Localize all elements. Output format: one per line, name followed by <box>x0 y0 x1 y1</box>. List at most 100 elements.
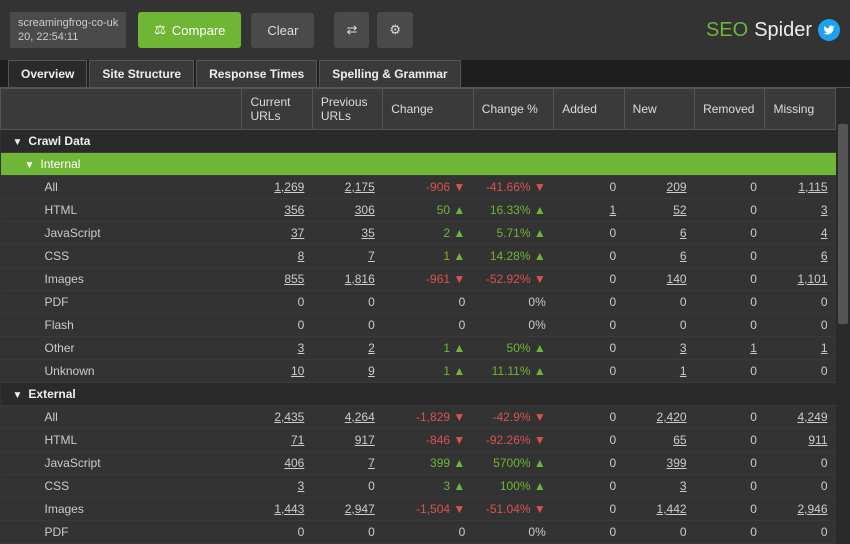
cell-value[interactable]: 4,249 <box>797 410 827 424</box>
cell-value[interactable]: 855 <box>284 272 304 286</box>
change-value: -51.04% ▼ <box>486 502 546 516</box>
cell-value: 0 <box>750 479 757 493</box>
cell-value[interactable]: 7 <box>368 456 375 470</box>
change-value: -961 ▼ <box>426 272 465 286</box>
col-previous[interactable]: Previous URLs <box>312 89 382 130</box>
cell-value[interactable]: 1,101 <box>797 272 827 286</box>
col-added[interactable]: Added <box>554 89 624 130</box>
change-value: 1 ▲ <box>443 364 465 378</box>
cell-value[interactable]: 306 <box>355 203 375 217</box>
cell-value: 0 <box>680 295 687 309</box>
settings-button[interactable]: ⚙ <box>377 12 413 48</box>
col-change[interactable]: Change <box>383 89 474 130</box>
row-label[interactable]: PDF <box>1 291 242 314</box>
col-changepct[interactable]: Change % <box>473 89 553 130</box>
row-label[interactable]: Flash <box>1 314 242 337</box>
cell-value[interactable]: 2 <box>368 341 375 355</box>
cell-value[interactable]: 35 <box>361 226 374 240</box>
col-label[interactable] <box>1 89 242 130</box>
cell-value[interactable]: 10 <box>291 364 304 378</box>
scrollbar-thumb[interactable] <box>838 124 848 324</box>
cell-value[interactable]: 2,175 <box>345 180 375 194</box>
cell-value[interactable]: 1,816 <box>345 272 375 286</box>
cell-value[interactable]: 406 <box>284 456 304 470</box>
row-label[interactable]: HTML <box>1 199 242 222</box>
cell-value: 0 <box>298 525 305 539</box>
col-removed[interactable]: Removed <box>695 89 765 130</box>
tab-response-times[interactable]: Response Times <box>196 60 317 87</box>
col-new[interactable]: New <box>624 89 694 130</box>
cell-value[interactable]: 399 <box>667 456 687 470</box>
cell-value[interactable]: 2,947 <box>345 502 375 516</box>
cell-value[interactable]: 8 <box>298 249 305 263</box>
cell-value[interactable]: 6 <box>680 249 687 263</box>
cell-value[interactable]: 2,435 <box>274 410 304 424</box>
row-label[interactable]: JavaScript <box>1 452 242 475</box>
row-label[interactable]: JavaScript <box>1 222 242 245</box>
cell-value[interactable]: 209 <box>667 180 687 194</box>
cell-value[interactable]: 1 <box>750 341 757 355</box>
cell-value[interactable]: 7 <box>368 249 375 263</box>
change-value: 14.28% ▲ <box>490 249 546 263</box>
cell-value[interactable]: 65 <box>673 433 686 447</box>
gear-icon: ⚙ <box>389 22 401 38</box>
cell-value[interactable]: 1 <box>609 203 616 217</box>
crawl-time: 20, 22:54:11 <box>18 30 118 44</box>
row-label[interactable]: Images <box>1 268 242 291</box>
cell-value[interactable]: 917 <box>355 433 375 447</box>
cell-value[interactable]: 9 <box>368 364 375 378</box>
scrollbar[interactable] <box>836 88 850 544</box>
cell-value[interactable]: 356 <box>284 203 304 217</box>
clear-button[interactable]: Clear <box>251 13 314 48</box>
row-label[interactable]: CSS <box>1 475 242 498</box>
tab-site-structure[interactable]: Site Structure <box>89 60 194 87</box>
row-label[interactable]: PDF <box>1 521 242 544</box>
cell-value[interactable]: 1,115 <box>798 180 827 194</box>
cell-value[interactable]: 71 <box>291 433 304 447</box>
cell-value[interactable]: 2,946 <box>797 502 827 516</box>
cell-value[interactable]: 1,442 <box>657 502 687 516</box>
table-row: Images1,4432,947-1,504 ▼-51.04% ▼01,4420… <box>1 498 836 521</box>
table-row: PDF0000%0000 <box>1 291 836 314</box>
table-row: All1,2692,175-906 ▼-41.66% ▼020901,115 <box>1 176 836 199</box>
cell-value[interactable]: 1 <box>821 341 828 355</box>
tab-spelling-grammar[interactable]: Spelling & Grammar <box>319 60 460 87</box>
compare-button[interactable]: ⚖ Compare <box>138 12 241 48</box>
cell-value[interactable]: 1 <box>680 364 687 378</box>
change-value: 1 ▲ <box>443 341 465 355</box>
cell-value[interactable]: 3 <box>821 203 828 217</box>
row-label[interactable]: CSS <box>1 245 242 268</box>
cell-value[interactable]: 140 <box>667 272 687 286</box>
brand-seo: SEO <box>706 19 748 42</box>
cell-value[interactable]: 2,420 <box>657 410 687 424</box>
cell-value[interactable]: 911 <box>808 433 827 447</box>
change-value: -906 ▼ <box>426 180 465 194</box>
row-label[interactable]: Unknown <box>1 360 242 383</box>
cell-value[interactable]: 4,264 <box>345 410 375 424</box>
row-label[interactable]: HTML <box>1 429 242 452</box>
cell-value[interactable]: 3 <box>680 479 687 493</box>
cell-value[interactable]: 37 <box>291 226 304 240</box>
cell-value[interactable]: 6 <box>680 226 687 240</box>
clear-label: Clear <box>267 23 298 38</box>
cell-value[interactable]: 3 <box>298 479 305 493</box>
crawl-info-chip[interactable]: screamingfrog-co-uk 20, 22:54:11 <box>10 12 126 49</box>
row-label[interactable]: Other <box>1 337 242 360</box>
cell-value[interactable]: 1,269 <box>274 180 304 194</box>
twitter-icon[interactable] <box>818 19 840 41</box>
swap-button[interactable]: ⇄ <box>334 12 369 48</box>
row-label[interactable]: All <box>1 176 242 199</box>
cell-value[interactable]: 3 <box>298 341 305 355</box>
cell-value[interactable]: 3 <box>680 341 687 355</box>
cell-value[interactable]: 4 <box>821 226 828 240</box>
row-label[interactable]: All <box>1 406 242 429</box>
tab-overview[interactable]: Overview <box>8 60 87 87</box>
col-current[interactable]: Current URLs <box>242 89 312 130</box>
row-label[interactable]: Images <box>1 498 242 521</box>
cell-value[interactable]: 6 <box>821 249 828 263</box>
col-missing[interactable]: Missing <box>765 89 836 130</box>
cell-value[interactable]: 52 <box>673 203 686 217</box>
cell-value: 0 <box>609 433 616 447</box>
change-value: 5.71% ▲ <box>497 226 546 240</box>
cell-value[interactable]: 1,443 <box>274 502 304 516</box>
